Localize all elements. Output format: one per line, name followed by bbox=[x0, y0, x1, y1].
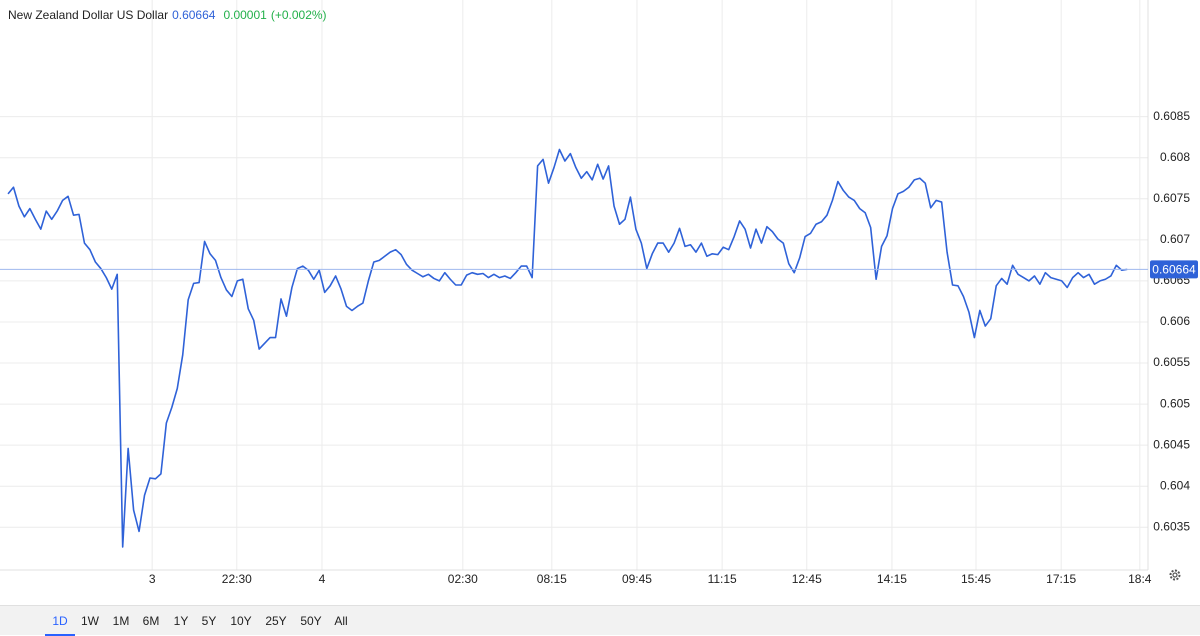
price-line bbox=[7, 148, 1128, 548]
x-tick-label: 17:15 bbox=[1046, 572, 1076, 586]
y-tick-label: 0.6085 bbox=[1153, 109, 1190, 123]
y-tick-label: 0.606 bbox=[1160, 314, 1190, 328]
range-button[interactable]: 25Y bbox=[265, 614, 287, 628]
last-price-tag bbox=[1150, 260, 1198, 279]
range-button[interactable]: 5Y bbox=[201, 614, 217, 628]
settings-icon[interactable] bbox=[1169, 569, 1181, 581]
y-tick-label: 0.6035 bbox=[1153, 519, 1190, 533]
chart: New Zealand Dollar US Dollar 0.60664 0.000… bbox=[0, 0, 1198, 586]
y-tick-label: 0.6045 bbox=[1153, 437, 1190, 451]
x-tick-label: 09:45 bbox=[622, 572, 652, 586]
x-tick-label: 18:4 bbox=[1128, 572, 1152, 586]
y-tick-label: 0.608 bbox=[1160, 150, 1190, 164]
range-bar: 1D 1W 1M 6M 1Y 5Y 10Y 25Y 50Y All bbox=[0, 605, 1200, 636]
x-tick-label: 4 bbox=[319, 572, 326, 586]
range-button[interactable]: 10Y bbox=[230, 614, 252, 628]
grid bbox=[0, 0, 1148, 570]
x-tick-label: 12:45 bbox=[792, 572, 822, 586]
y-tick-label: 0.6055 bbox=[1153, 355, 1190, 369]
range-button[interactable]: 6M bbox=[142, 614, 160, 628]
x-tick-label: 3 bbox=[149, 572, 156, 586]
change: 0.00001 bbox=[223, 8, 267, 22]
chart-title: New Zealand Dollar US Dollar 0.60664 0.000… bbox=[8, 8, 327, 22]
range-button[interactable]: 1W bbox=[81, 614, 99, 628]
x-tick-label: 15:45 bbox=[961, 572, 991, 586]
change-pct: (+0.002%) bbox=[271, 8, 327, 22]
last-price: 0.60664 bbox=[172, 8, 216, 22]
x-tick-label: 11:15 bbox=[708, 572, 737, 586]
last-price-tag-label: 0.60664 bbox=[1152, 263, 1196, 277]
range-button[interactable]: 1M bbox=[112, 614, 130, 628]
y-tick-label: 0.6075 bbox=[1153, 191, 1190, 205]
y-tick-label: 0.605 bbox=[1160, 396, 1190, 410]
y-tick-label: 0.607 bbox=[1160, 232, 1190, 246]
range-button[interactable]: 1Y bbox=[173, 614, 189, 628]
range-button[interactable]: 1D bbox=[45, 606, 75, 636]
y-tick-label: 0.604 bbox=[1160, 478, 1190, 492]
range-button[interactable]: All bbox=[334, 614, 348, 628]
x-tick-label: 14:15 bbox=[877, 572, 907, 586]
x-tick-label: 02:30 bbox=[448, 572, 478, 586]
x-tick-label: 22:30 bbox=[222, 572, 252, 586]
title: New Zealand Dollar US Dollar bbox=[8, 8, 168, 22]
x-tick-label: 08:15 bbox=[537, 572, 567, 586]
range-button[interactable]: 50Y bbox=[300, 614, 322, 628]
